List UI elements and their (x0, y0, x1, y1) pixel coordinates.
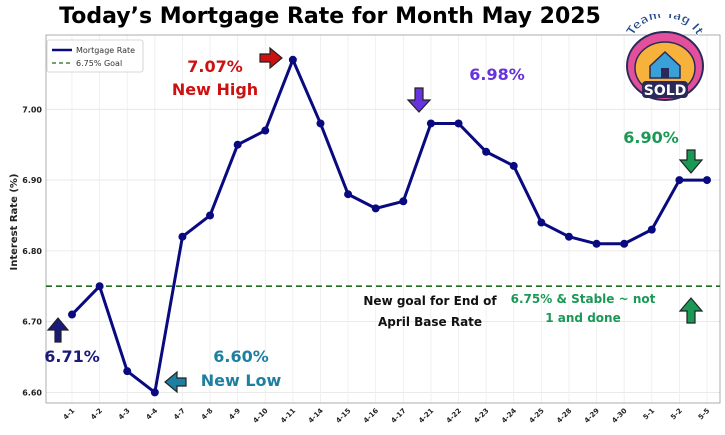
x-ticks: 4-1 4-2 4-3 4-4 4-7 4-8 4-9 4-10 4-11 4-14 4-15 4-1… (62, 407, 712, 425)
annotation-new-goal-line2: April Base Rate (378, 315, 482, 329)
house-icon (649, 50, 681, 79)
data-point (233, 140, 242, 149)
annotation-stable-line2: 1 and done (545, 311, 620, 325)
annotation-6-98-value: 6.98% (469, 65, 525, 84)
grid (46, 35, 720, 403)
data-point (647, 225, 656, 234)
data-point (675, 176, 684, 185)
annotation-new-goal-line1: New goal for End of (363, 294, 497, 308)
x-tick-label: 4-23 (472, 407, 490, 425)
annotation-new-goal: New goal for End of April Base Rate (363, 294, 497, 329)
data-point (482, 147, 491, 156)
house-door (661, 68, 669, 78)
annotation-new-low-value: 6.60% (213, 347, 269, 366)
legend-entry-goal: 6.75% Goal (76, 59, 122, 68)
x-tick-label: 4-8 (200, 407, 215, 422)
annotation-6-90: 6.90% (623, 128, 704, 174)
arrow-left-icon (164, 370, 187, 394)
x-tick-label: 4-25 (528, 407, 546, 425)
data-point (703, 176, 711, 185)
chart-title: Today’s Mortgage Rate for Month May 2025 (59, 4, 601, 29)
arrow-up-icon (678, 297, 704, 324)
series-line-mortgage-rate (70, 58, 707, 394)
x-tick-label: 4-29 (583, 407, 601, 425)
y-ticks: 6.60 6.70 6.80 6.90 7.00 (22, 105, 42, 397)
data-point (509, 161, 518, 170)
annotation-new-high: 7.07% New High (172, 46, 283, 99)
x-tick-label: 4-28 (555, 407, 573, 425)
data-point (564, 232, 573, 241)
data-point (316, 119, 325, 128)
x-tick-label: 4-15 (334, 407, 352, 425)
arrow-down-icon (406, 87, 432, 113)
data-point (537, 218, 546, 227)
x-tick-label: 4-9 (227, 407, 242, 422)
data-point (123, 367, 132, 376)
data-point (344, 190, 353, 199)
plot-frame (45, 34, 721, 404)
data-point (150, 388, 159, 397)
x-tick-label: 5-1 (642, 407, 657, 422)
data-point (399, 197, 408, 206)
annotation-6-98: 6.98% (406, 65, 525, 113)
y-axis-label: Interest Rate (%) (9, 174, 20, 271)
x-tick-label: 4-11 (279, 407, 297, 425)
data-point (261, 126, 270, 135)
annotation-new-high-label: New High (172, 80, 258, 99)
arrow-up-icon (46, 317, 70, 343)
y-tick-label: 6.70 (22, 318, 42, 327)
legend: Mortgage Rate 6.75% Goal (46, 39, 144, 73)
x-tick-label: 4-24 (500, 407, 518, 425)
x-tick-label: 4-22 (445, 407, 463, 425)
logo-sold-text: SOLD (644, 83, 687, 99)
x-tick-label: 4-4 (145, 407, 160, 422)
x-tick-label: 4-3 (117, 407, 132, 422)
annotation-stable: 6.75% & Stable ~ not 1 and done (511, 292, 704, 325)
annotation-new-low-label: New Low (201, 371, 282, 390)
data-point (371, 204, 380, 213)
data-point (68, 310, 76, 319)
annotation-new-high-value: 7.07% (187, 57, 243, 76)
data-point (592, 239, 601, 248)
annotation-6-71: 6.71% (44, 317, 100, 366)
legend-entry-rate: Mortgage Rate (76, 46, 135, 55)
data-point (454, 119, 463, 128)
x-tick-label: 4-17 (390, 407, 408, 425)
logo-sold-banner (642, 81, 688, 98)
x-tick-label: 4-2 (89, 407, 104, 422)
team-tag-it-sold-logo: Team Tag It SOLD (623, 14, 707, 101)
data-point (426, 119, 435, 128)
legend-box (46, 39, 144, 73)
y-tick-label: 6.90 (22, 176, 42, 185)
y-tick-label: 6.60 (22, 388, 42, 397)
annotation-6-71-value: 6.71% (44, 347, 100, 366)
x-tick-label: 4-7 (172, 407, 187, 422)
x-tick-label: 4-16 (362, 407, 380, 425)
x-tick-label: 4-1 (62, 407, 77, 422)
x-tick-label: 5-5 (697, 407, 712, 422)
arrow-right-icon (259, 46, 283, 70)
data-point (620, 239, 629, 248)
x-tick-label: 4-10 (252, 407, 270, 425)
x-tick-label: 5-2 (669, 407, 684, 422)
arrow-down-icon (678, 149, 704, 174)
y-tick-label: 6.80 (22, 247, 42, 256)
annotation-6-90-value: 6.90% (623, 128, 679, 147)
data-point (178, 232, 187, 241)
annotation-new-low: 6.60% New Low (164, 347, 282, 394)
x-tick-label: 4-14 (307, 407, 325, 425)
data-point (206, 211, 215, 220)
data-point (288, 55, 297, 64)
annotation-stable-line1: 6.75% & Stable ~ not (511, 292, 656, 306)
data-point (95, 282, 104, 291)
x-tick-label: 4-21 (417, 407, 435, 425)
x-tick-label: 4-30 (611, 407, 629, 425)
series-group (68, 55, 711, 397)
y-tick-label: 7.00 (22, 105, 42, 114)
